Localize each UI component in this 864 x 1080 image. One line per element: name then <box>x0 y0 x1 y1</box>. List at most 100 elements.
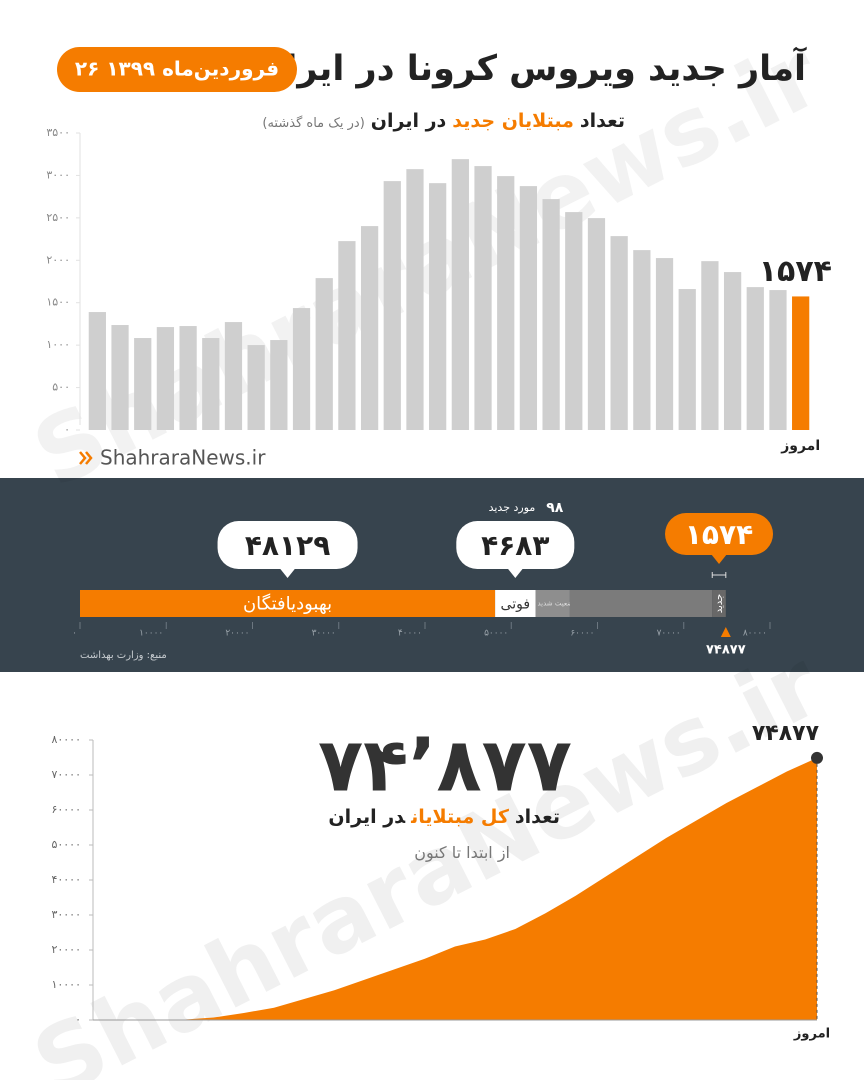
bar <box>315 278 333 430</box>
x-tick-label: ۰ <box>72 629 77 639</box>
y-tick-label: ۵۰۰ <box>52 381 70 394</box>
bar <box>519 186 538 430</box>
source: منبع: وزارت بهداشت <box>80 650 167 661</box>
callout-value: ۴۶۸۳ <box>481 529 549 562</box>
y-tick-label: ۷۰۰۰۰ <box>51 768 81 781</box>
subtitle-part: مبتلایان جدید <box>452 110 574 132</box>
y-tick-label: ۰ <box>75 1013 81 1026</box>
segment-label: وضعیت شدید <box>538 600 577 608</box>
x-tick-label: ۶۰۰۰۰ <box>570 629 594 639</box>
annotation: مورد جدید <box>489 501 536 514</box>
bar <box>224 322 243 430</box>
bar <box>338 241 356 430</box>
subtitle: تعدادکل مبتلایاندر ایران <box>322 806 560 828</box>
bar <box>723 272 742 430</box>
y-tick-label: ۸۰۰۰۰ <box>51 733 81 746</box>
bar-segment <box>712 590 726 617</box>
total-label: ۷۴۸۷۷ <box>706 643 746 658</box>
total-marker <box>720 627 731 637</box>
bar <box>429 183 447 430</box>
callout-pointer <box>711 554 728 564</box>
bar <box>678 289 696 430</box>
y-tick-label: ۴۰۰۰۰ <box>51 873 81 886</box>
bar <box>565 212 583 430</box>
callout-value: ۴۸۱۲۹ <box>245 529 330 562</box>
bar <box>451 159 469 431</box>
x-tick-label: امروز <box>793 1027 830 1042</box>
callout-pointer <box>279 568 296 578</box>
subtitle-part: (در یک ماه گذشته) <box>262 116 365 131</box>
bar-segment <box>80 590 496 617</box>
bar <box>88 312 106 430</box>
bar <box>769 290 787 430</box>
bar <box>610 236 628 430</box>
bar <box>542 199 560 430</box>
x-tick-label: ۵۰۰۰۰ <box>484 629 508 639</box>
bar <box>497 176 515 430</box>
x-tick-label: ۲۰۰۰۰ <box>225 629 249 639</box>
annotation: ۹۸ <box>546 500 564 516</box>
segment-label: فوتی <box>501 597 531 613</box>
bar <box>134 338 152 430</box>
bar <box>360 226 379 430</box>
y-tick-label: ۲۰۰۰ <box>46 253 70 266</box>
page-title: آمار جدید ویروس کرونا در ایران <box>256 46 807 89</box>
x-tick-label: ۳۰۰۰۰ <box>312 629 336 639</box>
y-tick-label: ۱۰۰۰۰ <box>51 978 81 991</box>
y-tick-label: ۲۵۰۰ <box>46 211 70 224</box>
chevron-icon <box>79 451 87 465</box>
y-tick-label: ۱۵۰۰ <box>46 296 70 309</box>
bar <box>474 166 492 430</box>
bar <box>587 218 606 430</box>
bar <box>792 296 810 430</box>
x-tick-label: امروز <box>780 438 820 454</box>
x-tick-label: ۷۰۰۰۰ <box>657 629 681 639</box>
bar <box>156 327 175 430</box>
subtitle-part: کل مبتلایان <box>411 806 509 828</box>
date-badge <box>57 47 297 92</box>
callout-box <box>456 521 575 569</box>
y-tick-label: ۰ <box>64 423 70 436</box>
bar <box>270 340 288 430</box>
bar-segment <box>495 590 536 617</box>
x-tick-label: ۸۰۰۰۰ <box>743 629 767 639</box>
subtitle-part: تعداد <box>514 806 560 828</box>
bar-segment <box>569 590 713 617</box>
bar <box>247 345 265 430</box>
subtitle-part: تعداد <box>579 110 625 132</box>
bar-segment <box>535 590 570 617</box>
x-tick-label: ۱۰۰۰۰ <box>139 629 163 639</box>
y-tick-label: ۳۰۰۰۰ <box>51 908 81 921</box>
callout-pointer <box>507 568 524 578</box>
area <box>93 757 817 1020</box>
y-tick-label: ۳۵۰۰ <box>46 126 70 139</box>
subtitle-part: در ایران <box>328 806 406 828</box>
callout-value: ۱۵۷۴ <box>685 518 753 551</box>
bar <box>746 287 764 430</box>
date: ۲۶ فروردین‌ماه ۱۳۹۹ <box>75 57 279 81</box>
y-tick-label: ۲۰۰۰۰ <box>51 943 81 956</box>
source-link: ShahraraNews.ir <box>100 446 266 470</box>
subtitle: تعدادمبتلایان جدیددر ایران (در یک ماه گذش… <box>256 110 625 132</box>
y-tick-label: ۶۰۰۰۰ <box>51 803 81 816</box>
end-point <box>811 751 823 764</box>
bar <box>383 181 401 430</box>
bar <box>701 261 719 430</box>
y-tick-label: ۳۰۰۰ <box>46 168 70 181</box>
y-tick-label: ۵۰۰۰۰ <box>51 838 81 851</box>
note: از ابتدا تا کنون <box>414 843 510 862</box>
subtitle-part: در ایران <box>370 110 447 132</box>
y-tick-label: ۱۰۰۰ <box>46 338 70 351</box>
segment-label: بهبودیافتگان <box>243 593 332 615</box>
chevron-icon <box>85 451 93 465</box>
bar <box>179 326 197 430</box>
bar <box>655 258 674 430</box>
x-tick-label: ۴۰۰۰۰ <box>398 629 422 639</box>
value-label: ۱۵۷۴ <box>759 254 832 289</box>
callout-box <box>665 513 774 555</box>
bar <box>202 338 220 430</box>
callout-box <box>217 521 358 569</box>
value-label: ۷۴۸۷۷ <box>752 721 820 746</box>
